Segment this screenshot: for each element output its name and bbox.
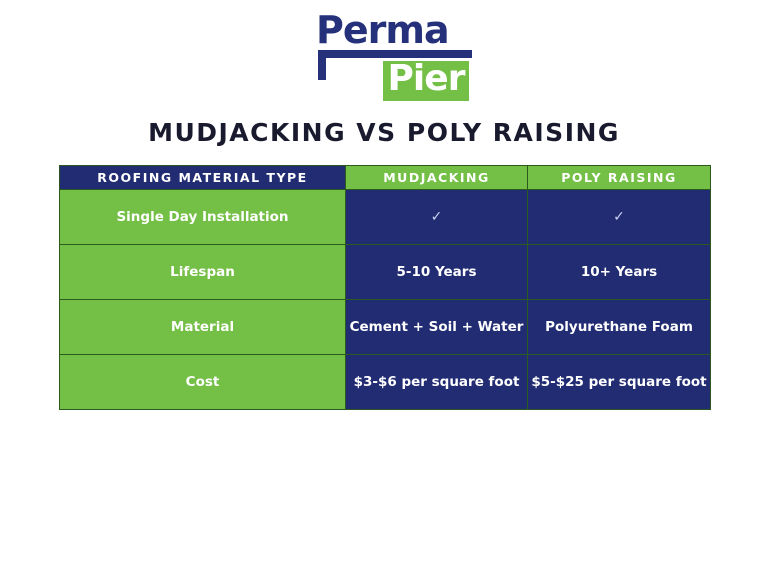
- logo-bar-vertical: [318, 50, 326, 80]
- row-label-single-day-installation: Single Day Installation: [59, 189, 346, 245]
- mudjacking-material-cell: Cement + Soil + Water: [345, 299, 528, 355]
- poly-single-day-cell: ✓: [527, 189, 711, 245]
- mudjacking-single-day-cell: ✓: [345, 189, 528, 245]
- row-label-cost: Cost: [59, 354, 346, 410]
- header-mudjacking: MUDJACKING: [345, 165, 528, 190]
- mudjacking-lifespan-cell: 5-10 Years: [345, 244, 528, 300]
- mudjacking-cost-cell: $3-$6 per square foot: [345, 354, 528, 410]
- comparison-table: ROOFING MATERIAL TYPE MUDJACKING POLY RA…: [59, 165, 711, 410]
- logo-bar: [318, 50, 472, 58]
- header-poly-raising: POLY RAISING: [527, 165, 711, 190]
- checkmark-icon: ✓: [613, 209, 625, 225]
- table-row: Cost $3-$6 per square foot $5-$25 per sq…: [59, 354, 711, 410]
- header-roofing-material-type: ROOFING MATERIAL TYPE: [59, 165, 346, 190]
- row-label-material: Material: [59, 299, 346, 355]
- table-header-row: ROOFING MATERIAL TYPE MUDJACKING POLY RA…: [59, 165, 711, 190]
- logo-mark: Pier: [318, 50, 472, 104]
- poly-cost-cell: $5-$25 per square foot: [527, 354, 711, 410]
- poly-material-cell: Polyurethane Foam: [527, 299, 711, 355]
- logo-wordmark-bottom: Pier: [387, 58, 466, 99]
- row-label-lifespan: Lifespan: [59, 244, 346, 300]
- table-row: Single Day Installation ✓ ✓: [59, 189, 711, 245]
- checkmark-icon: ✓: [430, 209, 443, 225]
- poly-lifespan-cell: 10+ Years: [527, 244, 711, 300]
- logo-wordmark-top: Perma: [316, 8, 450, 52]
- table-row: Lifespan 5-10 Years 10+ Years: [59, 244, 711, 300]
- logo-green-box: [380, 58, 472, 104]
- table-row: Material Cement + Soil + Water Polyureth…: [59, 299, 711, 355]
- page-title: MUDJACKING VS POLY RAISING: [148, 118, 620, 147]
- perma-pier-logo: Perma Pier: [310, 8, 472, 104]
